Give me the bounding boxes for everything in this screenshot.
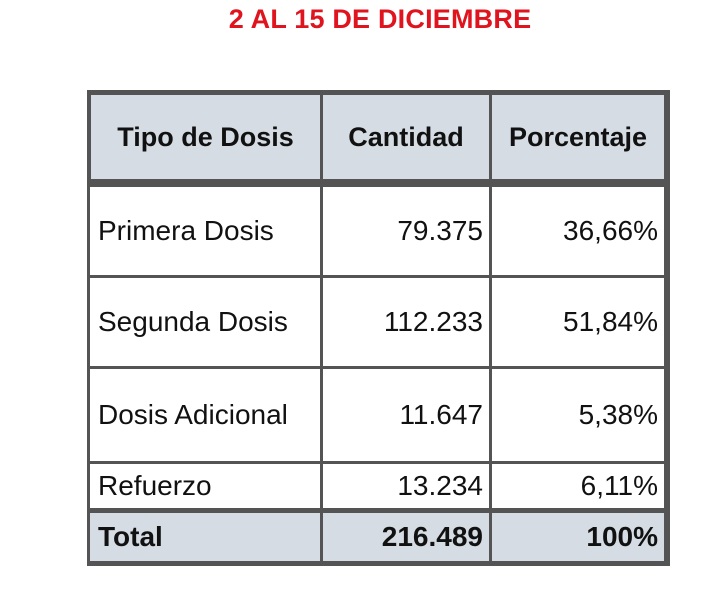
table-row-primera-dosis-tipo: Primera Dosis [90,187,320,275]
table-row-primera-dosis-cantidad: 79.375 [323,187,489,275]
total-porcentaje: 100% [492,513,664,561]
total-label: Total [90,513,320,561]
dosis-table: Tipo de Dosis Cantidad Porcentaje Primer… [87,90,670,566]
table-row-refuerzo-porcentaje: 6,11% [492,464,664,508]
table-row-segunda-dosis-cantidad: 112.233 [323,278,489,366]
total-cantidad: 216.489 [323,513,489,561]
table-row-dosis-adicional-cantidad: 11.647 [323,369,489,461]
table-row-segunda-dosis-tipo: Segunda Dosis [90,278,320,366]
table-row-segunda-dosis-porcentaje: 51,84% [492,278,664,366]
table-row-dosis-adicional-porcentaje: 5,38% [492,369,664,461]
table-row-primera-dosis-porcentaje: 36,66% [492,187,664,275]
page-title: 2 AL 15 DE DICIEMBRE [228,4,532,34]
header-porcentaje: Porcentaje [492,95,664,179]
table-row-refuerzo-tipo: Refuerzo [90,464,320,508]
table-row-refuerzo-cantidad: 13.234 [323,464,489,508]
header-tipo-de-dosis: Tipo de Dosis [91,95,320,179]
table-row-dosis-adicional-tipo: Dosis Adicional [90,369,320,461]
header-cantidad: Cantidad [323,95,489,179]
